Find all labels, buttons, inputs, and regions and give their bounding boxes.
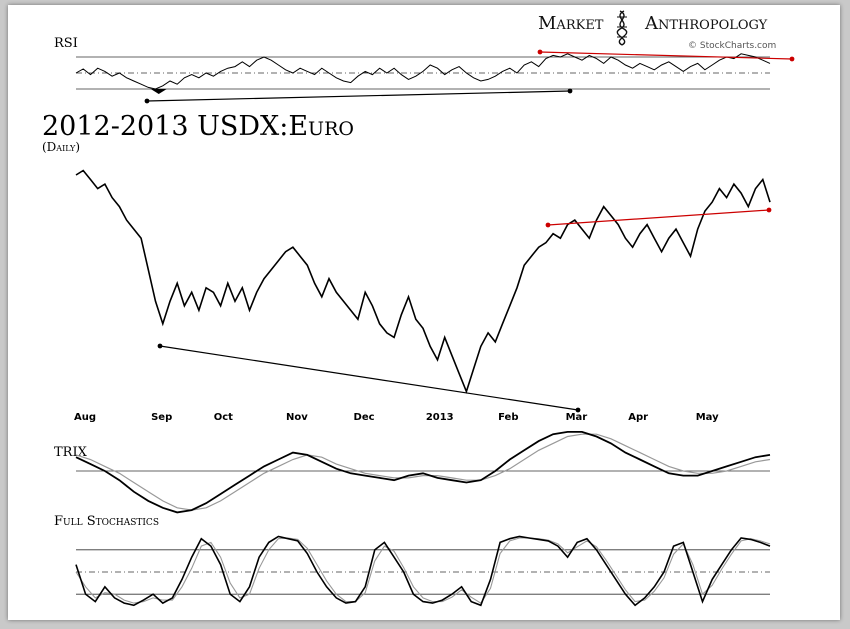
trix-label: TRIX <box>54 445 88 460</box>
stochastics-panel <box>75 535 771 607</box>
month-tick-label: Aug <box>74 412 96 423</box>
month-tick-label: May <box>696 412 719 423</box>
month-tick-label: Feb <box>498 412 518 423</box>
credit-text: © StockCharts.com <box>688 41 776 51</box>
month-tick-label: 2013 <box>426 412 454 423</box>
price-resistance-trend-line <box>547 209 770 226</box>
stoch-d-line <box>75 537 771 604</box>
price-support-trend-start-dot <box>157 343 163 349</box>
stochastics-label: Full Stochastics <box>54 514 159 529</box>
month-tick-label: Mar <box>566 412 588 423</box>
brand-left: Market <box>538 13 604 34</box>
rsi-resistance-trend-line <box>539 51 793 60</box>
rsi-oversold-fill <box>150 89 167 94</box>
rsi-label: RSI <box>54 36 78 51</box>
price-resistance-trend-start-dot <box>545 222 551 228</box>
trend-annotations <box>144 49 795 413</box>
rsi-resistance-trend-end-dot <box>789 56 795 62</box>
month-tick-label: Oct <box>214 412 233 423</box>
price-resistance-trend-end-dot <box>766 207 772 213</box>
price-support-trend-line <box>159 345 579 411</box>
price-line <box>75 169 771 394</box>
rsi-support-trend-start-dot <box>144 98 150 104</box>
chart-title: 2012-2013 USDX:Euro <box>42 111 354 142</box>
rsi-support-trend-line <box>146 90 571 102</box>
price-panel <box>75 169 771 394</box>
month-tick-label: Sep <box>151 412 172 423</box>
month-axis: Aug Sep Oct Nov Dec 2013 Feb Mar Apr May <box>74 412 719 423</box>
dna-icon <box>616 10 628 46</box>
month-tick-label: Dec <box>354 412 375 423</box>
chart-frame: Market Anthropology © StockCharts.com RS… <box>8 5 840 620</box>
rsi-resistance-trend-start-dot <box>537 49 543 55</box>
chart-canvas: Market Anthropology © StockCharts.com RS… <box>42 10 795 607</box>
rsi-panel <box>75 53 771 94</box>
chart-subtitle: (Daily) <box>42 140 80 154</box>
month-tick-label: Apr <box>628 412 648 423</box>
trix-line <box>75 431 771 514</box>
rsi-support-trend-end-dot <box>567 88 573 94</box>
rsi-line <box>75 53 771 90</box>
month-tick-label: Nov <box>286 412 308 423</box>
trix-panel <box>75 431 771 514</box>
brand-right: Anthropology <box>644 13 768 34</box>
price-support-trend-end-dot <box>575 407 581 413</box>
stoch-k-line <box>75 535 771 607</box>
